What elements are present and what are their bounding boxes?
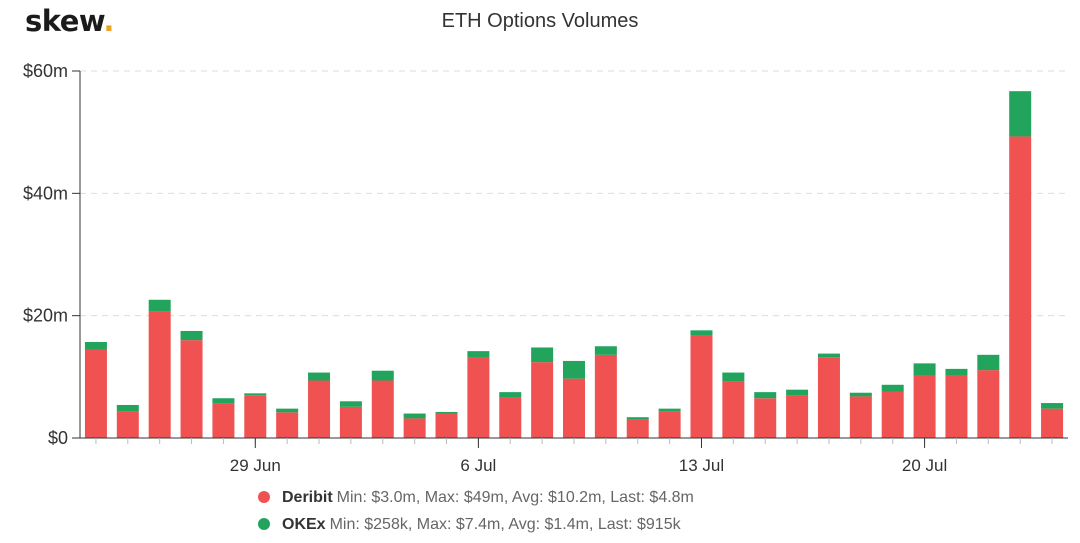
bar-deribit[interactable]	[881, 391, 904, 438]
bar-deribit[interactable]	[180, 340, 203, 438]
bar-deribit[interactable]	[531, 362, 554, 438]
bar-deribit[interactable]	[626, 419, 649, 438]
bar-okex[interactable]	[499, 392, 522, 398]
bar-okex[interactable]	[531, 347, 554, 363]
bar-okex[interactable]	[371, 370, 394, 381]
bar-deribit[interactable]	[722, 381, 745, 438]
bar-okex[interactable]	[563, 360, 585, 379]
bar-okex[interactable]	[244, 393, 267, 396]
bar-okex[interactable]	[148, 299, 171, 312]
bar-okex[interactable]	[116, 404, 139, 412]
bar-deribit[interactable]	[786, 395, 809, 438]
bar-okex[interactable]	[722, 372, 745, 382]
legend-name: OKEx	[282, 516, 326, 533]
bar-deribit[interactable]	[148, 311, 171, 438]
bar-deribit[interactable]	[754, 398, 777, 438]
bar-deribit[interactable]	[563, 378, 585, 438]
bar-deribit[interactable]	[658, 411, 681, 438]
y-tick-label: $60m	[23, 61, 68, 81]
axes: $0 $20m $40m $60m 29 Jun 6 Jul 13 Jul 20 Jul	[23, 61, 1068, 475]
bar-deribit[interactable]	[977, 370, 1000, 438]
legend-stats: Min: $258k, Max: $7.4m, Avg: $1.4m, Last…	[329, 516, 681, 533]
bar-okex[interactable]	[180, 330, 203, 341]
bar-okex[interactable]	[626, 417, 649, 420]
bar-okex[interactable]	[467, 351, 490, 358]
bar-okex[interactable]	[84, 341, 107, 350]
bars	[84, 91, 1064, 438]
bar-okex[interactable]	[786, 389, 809, 396]
bar-okex[interactable]	[658, 408, 681, 412]
bar-okex[interactable]	[403, 413, 426, 419]
bar-deribit[interactable]	[1009, 136, 1032, 438]
legend-name: Deribit	[282, 489, 333, 506]
logo-dot: .	[103, 4, 114, 38]
legend-dot-okex	[258, 518, 270, 530]
bar-okex[interactable]	[594, 346, 617, 355]
y-tick-label: $0	[48, 428, 68, 448]
x-tick-label: 29 Jun	[230, 456, 281, 475]
bar-deribit[interactable]	[435, 413, 458, 438]
bar-okex[interactable]	[339, 401, 362, 407]
bar-okex[interactable]	[435, 411, 458, 414]
bar-deribit[interactable]	[371, 380, 394, 438]
legend-dot-deribit	[258, 491, 270, 503]
legend: Deribit Min: $3.0m, Max: $49m, Avg: $10.2…	[258, 486, 694, 540]
bar-okex[interactable]	[1009, 91, 1032, 137]
y-tick-label: $40m	[23, 183, 68, 203]
bar-okex[interactable]	[945, 368, 968, 375]
x-tick-label: 20 Jul	[902, 456, 947, 475]
bar-okex[interactable]	[276, 408, 299, 413]
bar-okex[interactable]	[849, 392, 872, 397]
bar-deribit[interactable]	[339, 406, 362, 438]
bar-deribit[interactable]	[84, 349, 107, 438]
bar-okex[interactable]	[754, 392, 777, 399]
bar-deribit[interactable]	[1041, 408, 1064, 438]
bar-deribit[interactable]	[403, 418, 426, 438]
grid-lines	[80, 70, 1068, 317]
bar-deribit[interactable]	[467, 357, 490, 438]
bar-okex[interactable]	[817, 353, 840, 358]
bar-deribit[interactable]	[945, 374, 968, 438]
bar-deribit[interactable]	[690, 335, 713, 438]
bar-deribit[interactable]	[212, 403, 235, 438]
bar-deribit[interactable]	[849, 396, 872, 438]
bar-okex[interactable]	[913, 363, 936, 375]
y-tick-label: $20m	[23, 306, 68, 326]
legend-item-deribit[interactable]: Deribit Min: $3.0m, Max: $49m, Avg: $10.2…	[258, 486, 694, 513]
bar-okex[interactable]	[1041, 403, 1064, 409]
bar-deribit[interactable]	[499, 397, 522, 438]
bar-okex[interactable]	[212, 398, 235, 404]
bar-deribit[interactable]	[116, 411, 139, 438]
bar-okex[interactable]	[881, 384, 904, 392]
x-tick-label: 13 Jul	[679, 456, 724, 475]
legend-item-okex[interactable]: OKEx Min: $258k, Max: $7.4m, Avg: $1.4m, …	[258, 513, 694, 540]
bar-deribit[interactable]	[594, 354, 617, 438]
skew-logo: skew.	[25, 4, 114, 38]
logo-text: skew	[25, 4, 104, 38]
bar-deribit[interactable]	[913, 374, 936, 438]
bar-deribit[interactable]	[308, 380, 331, 438]
bar-deribit[interactable]	[817, 357, 840, 438]
bar-okex[interactable]	[308, 372, 331, 381]
x-tick-label: 6 Jul	[460, 456, 496, 475]
bar-deribit[interactable]	[276, 412, 299, 438]
bar-deribit[interactable]	[244, 395, 267, 438]
chart-title: ETH Options Volumes	[441, 10, 639, 32]
legend-stats: Min: $3.0m, Max: $49m, Avg: $10.2m, Last…	[336, 489, 694, 506]
bar-okex[interactable]	[690, 330, 713, 336]
bar-okex[interactable]	[977, 354, 1000, 371]
